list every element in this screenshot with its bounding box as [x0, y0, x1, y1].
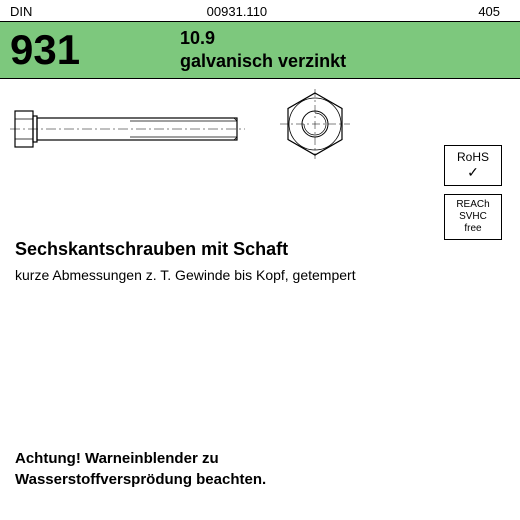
drawing-area [0, 79, 520, 229]
rohs-badge: RoHS ✓ [444, 145, 502, 186]
bolt-side-view [10, 99, 250, 159]
din-number: 931 [10, 29, 180, 71]
reach-line3: free [453, 223, 493, 235]
header-row: DIN 00931.110 405 [0, 0, 520, 22]
product-subtitle: kurze Abmessungen z. T. Gewinde bis Kopf… [15, 266, 505, 286]
bolt-hex-view [280, 89, 350, 159]
strength-class: 10.9 [180, 28, 346, 49]
header-page: 405 [353, 4, 510, 19]
reach-badge: REACh SVHC free [444, 194, 502, 240]
header-code: 00931.110 [157, 4, 354, 19]
reach-line2: SVHC [453, 211, 493, 223]
check-icon: ✓ [453, 164, 493, 181]
finish-label: galvanisch verzinkt [180, 51, 346, 72]
spec-band: 931 10.9 galvanisch verzinkt [0, 22, 520, 79]
compliance-badges: RoHS ✓ REACh SVHC free [444, 145, 502, 240]
product-title: Sechskantschrauben mit Schaft [15, 239, 505, 260]
header-din-label: DIN [10, 4, 157, 19]
spec-block: 10.9 galvanisch verzinkt [180, 28, 346, 72]
warning-line2: Wasserstoffversprödung beachten. [15, 469, 266, 490]
reach-line1: REACh [453, 199, 493, 211]
warning-text: Achtung! Warneinblender zu Wasserstoffve… [15, 448, 266, 490]
rohs-label: RoHS [453, 150, 493, 164]
description-block: Sechskantschrauben mit Schaft kurze Abme… [0, 239, 520, 286]
warning-line1: Achtung! Warneinblender zu [15, 448, 266, 469]
